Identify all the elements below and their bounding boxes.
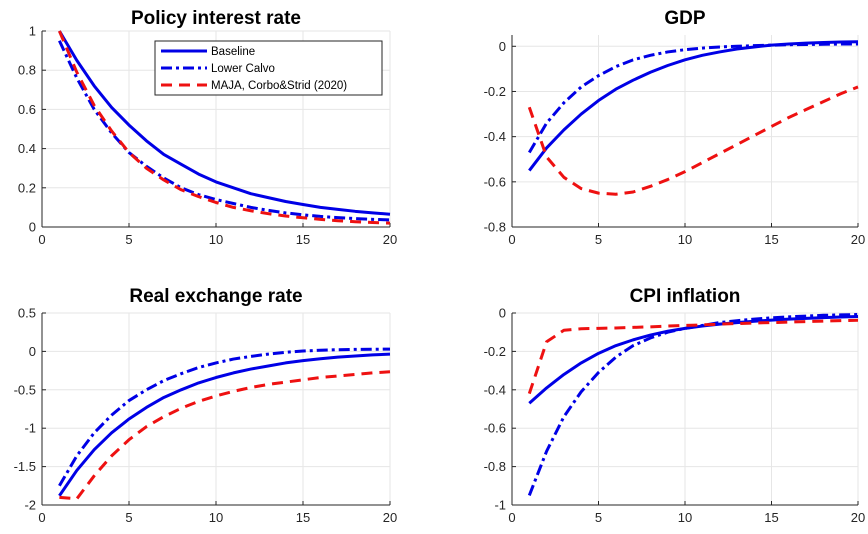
chart-title: GDP	[664, 8, 706, 29]
legend-label: Baseline	[211, 46, 255, 58]
x-tick-label: 20	[851, 232, 865, 247]
x-tick-label: 5	[595, 510, 602, 525]
x-tick-label: 10	[209, 510, 223, 525]
y-tick-label: 0.8	[18, 63, 36, 78]
x-tick-label: 20	[851, 510, 865, 525]
series-line-3	[527, 85, 859, 196]
chart-title: Policy interest rate	[131, 8, 301, 29]
y-tick-label: -0.5	[14, 382, 36, 397]
y-tick-label: -0.2	[484, 84, 506, 99]
x-tick-label: 0	[38, 232, 45, 247]
series-line-2	[58, 347, 391, 487]
chart-panel-2: GDP 0 5 10 15 20 -0.8 -0.6 -0.4 -0.2 0	[484, 8, 866, 247]
y-tick-label: -0.2	[484, 344, 506, 359]
chart-title: Real exchange rate	[129, 286, 302, 307]
x-tick-label: 0	[38, 510, 45, 525]
series-line-1	[58, 30, 391, 216]
series-line-3	[58, 30, 391, 225]
series-line-1	[58, 352, 391, 497]
y-tick-label: -2	[24, 498, 36, 513]
y-tick-label: 0.6	[18, 102, 36, 117]
chart-panel-3: Real exchange rate 0 5 10 15 20 -2 -1.5 -1 -0.5 0 0…	[14, 286, 398, 525]
y-tick-label: -1.5	[14, 459, 36, 474]
x-tick-label: 5	[595, 232, 602, 247]
x-tick-label: 5	[125, 232, 132, 247]
y-tick-label: -0.4	[484, 382, 506, 397]
x-tick-label: 5	[125, 510, 132, 525]
y-tick-label: -1	[494, 498, 506, 513]
legend-label: MAJA, Corbo&Strid (2020)	[211, 80, 347, 92]
chart-panel-4: CPI inflation 0 5 10 15 20 -1 -0.8 -0.6 -0.4 -0.2 0	[484, 286, 866, 525]
x-tick-label: 15	[764, 510, 778, 525]
y-tick-label: 0.5	[18, 306, 36, 321]
x-tick-label: 15	[296, 510, 310, 525]
y-tick-label: 0.4	[18, 141, 36, 156]
y-tick-label: -0.8	[484, 220, 506, 235]
x-tick-label: 15	[764, 232, 778, 247]
x-tick-label: 10	[678, 510, 692, 525]
y-tick-label: 0	[499, 306, 506, 321]
series-line-3	[527, 318, 859, 395]
legend-label: Lower Calvo	[211, 63, 275, 75]
x-tick-label: 0	[508, 510, 515, 525]
y-tick-label: 0	[29, 344, 36, 359]
series-line-2	[58, 40, 391, 222]
series-line-3	[59, 370, 391, 501]
x-tick-label: 10	[678, 232, 692, 247]
legend: Baseline Lower Calvo MAJA, Corbo&Strid (20…	[154, 40, 383, 96]
y-tick-label: -0.4	[484, 129, 506, 144]
x-tick-label: 20	[383, 232, 397, 247]
chart-title: CPI inflation	[630, 286, 741, 307]
series-line-2	[527, 313, 859, 496]
y-tick-label: 0	[29, 220, 36, 235]
chart-panel-1: Policy interest rate 0 5 10 15 20 0 0.2 0.4 0.6 0.…	[18, 8, 397, 247]
series-line-2	[528, 42, 858, 154]
x-tick-label: 10	[209, 232, 223, 247]
x-tick-label: 20	[383, 510, 397, 525]
y-tick-label: 1	[29, 24, 36, 39]
y-tick-label: 0.2	[18, 180, 36, 195]
y-tick-label: -1	[24, 421, 36, 436]
x-tick-label: 0	[508, 232, 515, 247]
y-tick-label: -0.8	[484, 459, 506, 474]
y-tick-label: -0.6	[484, 421, 506, 436]
y-tick-label: -0.6	[484, 174, 506, 189]
x-tick-label: 15	[296, 232, 310, 247]
y-tick-label: 0	[499, 39, 506, 54]
